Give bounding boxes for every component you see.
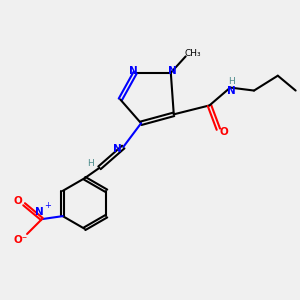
Text: H: H (228, 77, 235, 86)
Text: +: + (44, 201, 51, 210)
Text: CH₃: CH₃ (185, 49, 201, 58)
Text: N: N (129, 66, 138, 76)
Text: N: N (168, 66, 177, 76)
Text: O⁻: O⁻ (14, 235, 28, 245)
Text: N: N (113, 143, 122, 154)
Text: N: N (227, 85, 236, 96)
Text: H: H (87, 159, 94, 168)
Text: O: O (14, 196, 22, 206)
Text: O: O (220, 127, 229, 137)
Text: N: N (34, 207, 43, 217)
